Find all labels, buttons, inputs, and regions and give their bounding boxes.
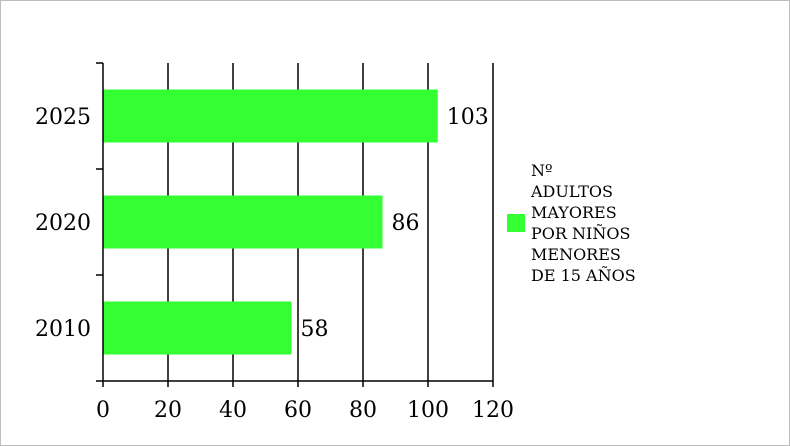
bar-2025 [103,89,438,143]
x-tick-label-40: 40 [219,398,247,423]
x-tick-label-20: 20 [154,398,182,423]
legend: Nº ADULTOS MAYORES POR NIÑOS MENORES DE … [507,160,651,286]
x-tick-label-100: 100 [407,398,449,423]
x-tick-label-60: 60 [284,398,312,423]
category-label-2025: 2025 [35,105,91,130]
category-label-2010: 2010 [35,317,91,342]
bar-2020 [103,195,383,249]
data-label-2025: 103 [447,105,489,130]
data-label-2010: 58 [301,317,329,342]
legend-swatch [507,214,525,232]
category-label-2020: 2020 [35,211,91,236]
bar-2010 [103,301,292,355]
data-label-2020: 86 [392,211,420,236]
x-tick-label-0: 0 [96,398,110,423]
x-tick-label-80: 80 [349,398,377,423]
x-tick-label-120: 120 [472,398,514,423]
legend-label: Nº ADULTOS MAYORES POR NIÑOS MENORES DE … [531,161,636,285]
